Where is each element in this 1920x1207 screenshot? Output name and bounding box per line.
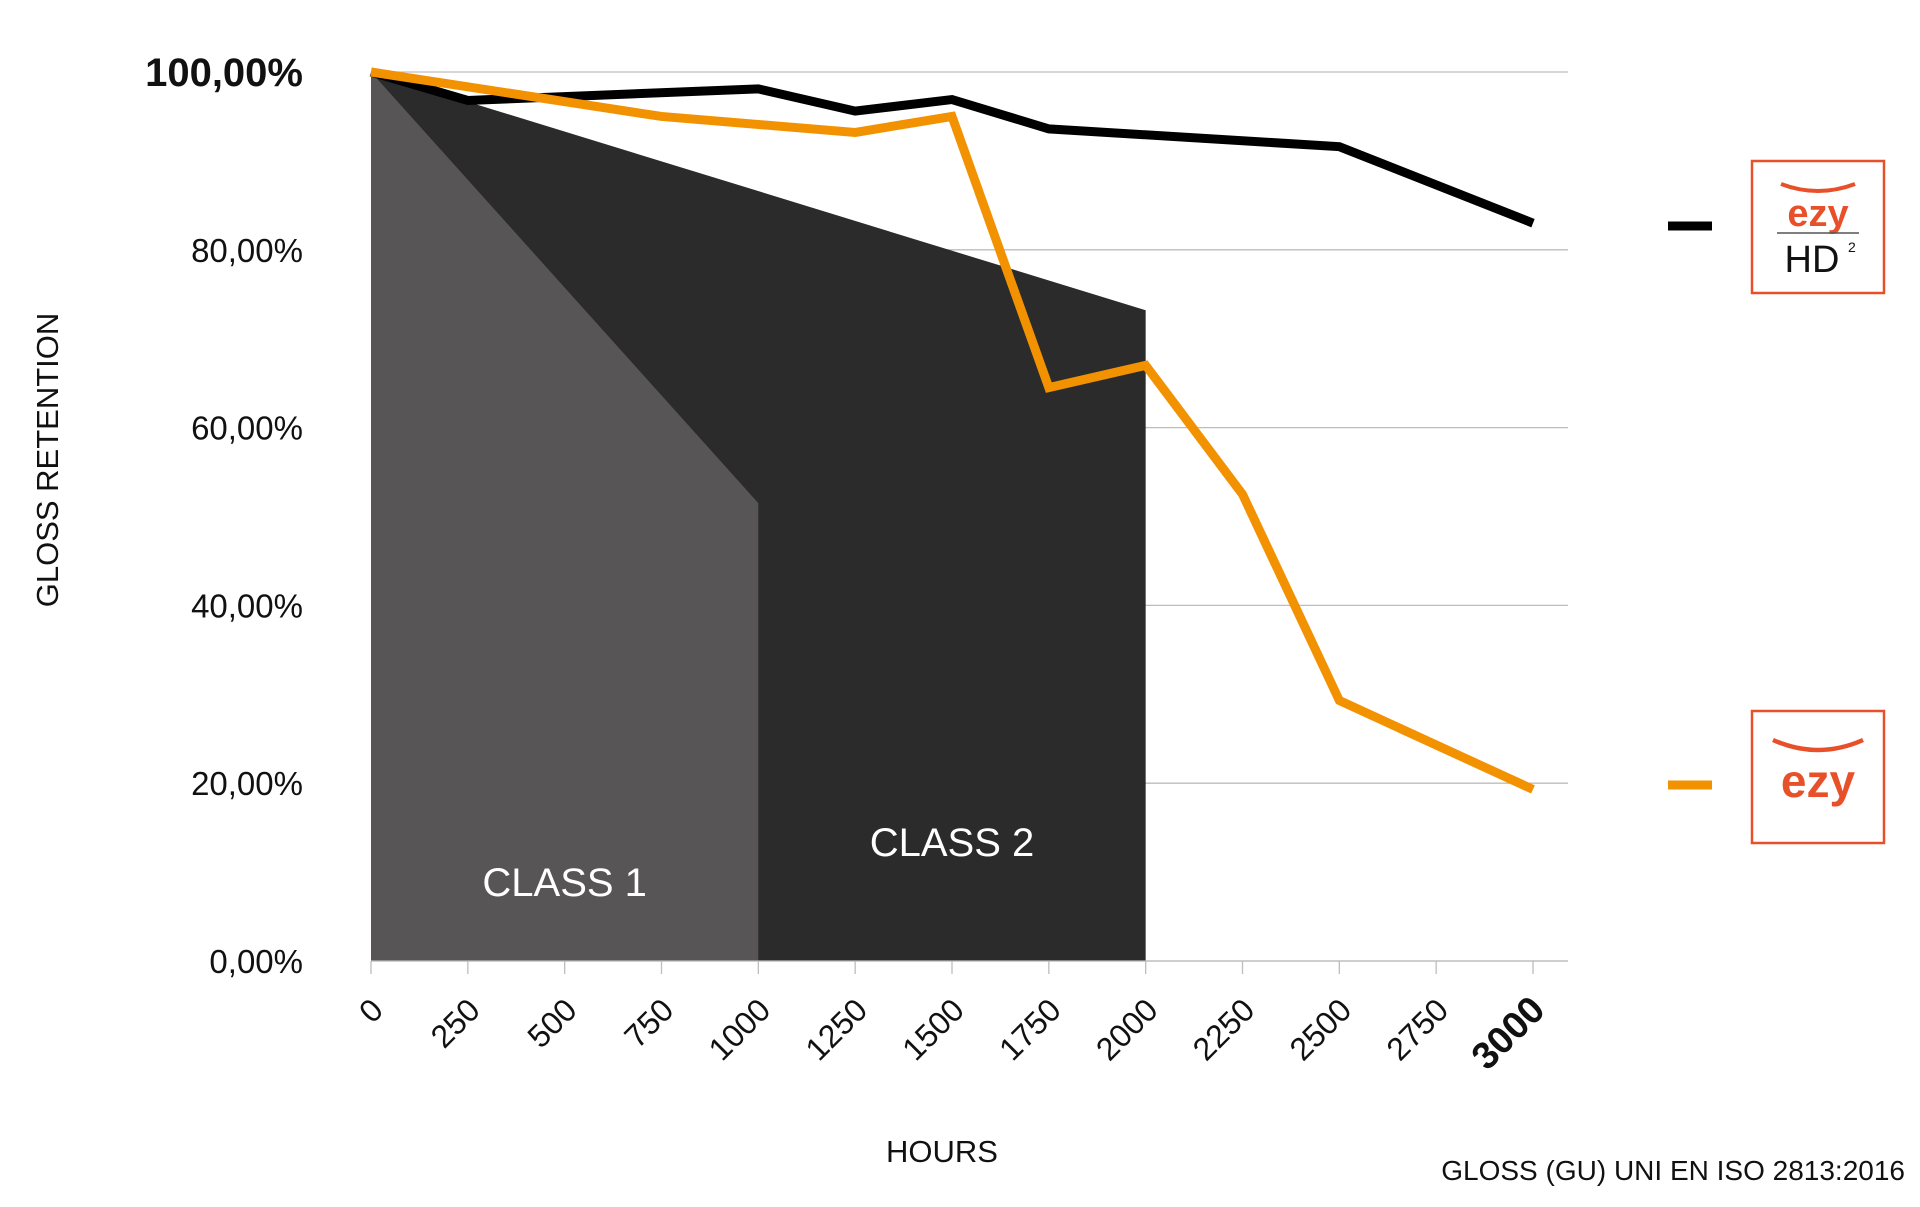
x-tick-label: 2000 [1089, 991, 1165, 1067]
x-tick-label: 750 [617, 991, 680, 1054]
x-tick-label: 250 [424, 991, 487, 1054]
logo-ezy-arc-icon [1772, 737, 1864, 753]
class-1-label: CLASS 1 [482, 861, 647, 905]
x-tick-label: 0 [352, 991, 390, 1029]
y-tick-labels: 0,00% 20,00% 40,00% 60,00% 80,00% 100,00% [145, 51, 303, 980]
legend-logo-hd-frame [1750, 159, 1886, 295]
class-areas [371, 72, 1146, 961]
x-tick-label: 500 [520, 991, 583, 1054]
x-tick-label: 2250 [1186, 991, 1262, 1067]
x-tick-label: 2500 [1282, 991, 1358, 1067]
y-axis-label: GLOSS RETENTION [30, 313, 65, 608]
class-2-label: CLASS 2 [870, 821, 1035, 865]
x-tick-labels: 0 250 500 750 1000 1250 1500 1750 2000 2250 2500 27… [352, 989, 1553, 1078]
y-tick-label: 80,00% [191, 232, 303, 269]
legend-logo-hd-bottom: HD [1785, 239, 1840, 281]
logo-hd-arc-icon [1780, 182, 1856, 193]
x-tick-label: 1750 [992, 991, 1068, 1067]
series-lines [369, 67, 1535, 794]
x-tick-label: 1500 [895, 991, 971, 1067]
legend-logo-hd-sup: 2 [1848, 239, 1856, 255]
y-tick-label: 0,00% [209, 943, 303, 980]
x-tick-label: 3000 [1464, 989, 1553, 1078]
x-axis-label: HOURS [886, 1134, 998, 1169]
legend-logo-hd-top: ezy [1787, 193, 1848, 235]
footnote: GLOSS (GU) UNI EN ISO 2813:2016 [1441, 1155, 1905, 1186]
series-line-ezy [370, 67, 1535, 794]
x-tick-label: 2750 [1379, 991, 1455, 1067]
y-tick-label: 100,00% [145, 51, 303, 95]
x-tick-label: 1250 [798, 991, 874, 1067]
legend-logo-ezy-frame [1750, 709, 1886, 845]
class-area-1 [371, 72, 759, 961]
y-tick-label: 60,00% [191, 410, 303, 447]
legend: ezy HD 2 ezy [1668, 159, 1886, 845]
x-tick-label: 1000 [701, 991, 777, 1067]
y-tick-label: 20,00% [191, 765, 303, 802]
class-area-labels: CLASS 1 CLASS 2 [482, 821, 1034, 905]
legend-logo-ezy: ezy [1781, 755, 1856, 807]
y-tick-label: 40,00% [191, 587, 303, 624]
x-axis [370, 960, 1568, 974]
